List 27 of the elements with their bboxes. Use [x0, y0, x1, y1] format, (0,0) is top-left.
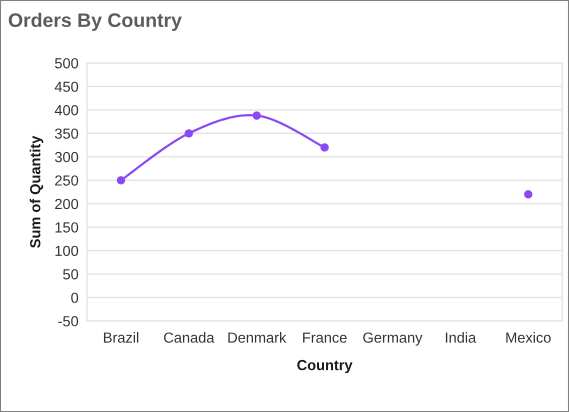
x-axis-title: Country — [297, 360, 352, 374]
point — [116, 176, 126, 184]
y-tick-label: -50 — [58, 316, 78, 326]
y-tick-label: 400 — [54, 105, 78, 116]
x-tick-label: Mexico — [506, 332, 551, 343]
point — [524, 190, 532, 199]
y-tick-label: 50 — [63, 269, 78, 280]
y-tick-label: 250 — [55, 175, 78, 186]
y-tick-label: 300 — [54, 152, 78, 162]
y-tick-label: 350 — [54, 128, 78, 139]
point — [184, 129, 194, 138]
y-tick-label: 500 — [54, 58, 78, 68]
y-axis-title: Sum of Quantity — [30, 136, 44, 248]
y-tick-label: 200 — [55, 198, 78, 210]
x-tick-label: France — [303, 332, 347, 343]
point — [252, 111, 261, 120]
x-tick-label: India — [446, 332, 476, 343]
x-tick-label: Germany — [363, 332, 422, 346]
y-tick-label: 450 — [54, 82, 78, 92]
x-tick-label: Brazil — [104, 332, 138, 343]
y-tick-label: 0 — [71, 292, 78, 303]
y-tick-label: 100 — [56, 246, 78, 256]
y-tick-label: 150 — [56, 222, 78, 233]
point — [320, 143, 329, 152]
x-tick-label: Canada — [164, 332, 214, 343]
x-tick-label: Denmark — [228, 332, 286, 343]
chart-title: Orders By Country — [8, 12, 182, 31]
